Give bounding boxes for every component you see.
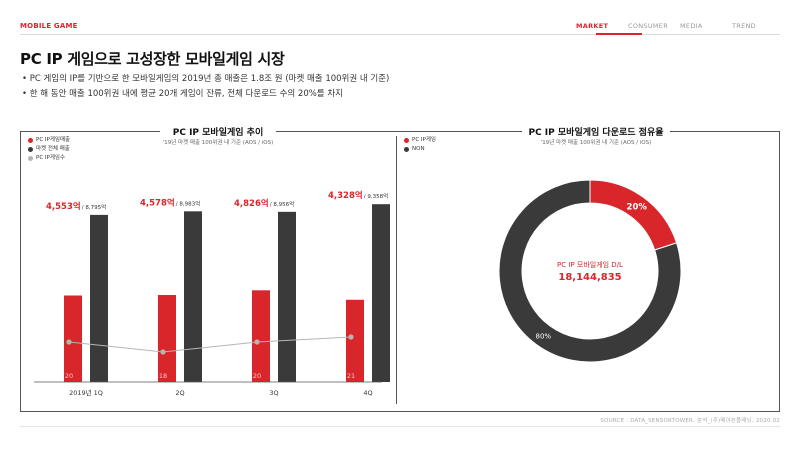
legend-swatch [404,147,409,152]
x-tick-label: 2Q [175,389,184,397]
data-label-pc-ip: 4,328억 [328,190,363,201]
data-label-game-count: 20 [253,372,261,380]
data-label-market: / 8,956억 [270,200,294,208]
footer-divider [20,426,780,427]
donut-chart: 20% 80% PC IP 모바일게임 D/L 18,144,835 [498,179,682,363]
bar-pc-ip-revenue [64,295,82,382]
legend-swatch [28,138,33,143]
nav-item-consumer[interactable]: CONSUMER [628,22,669,30]
legend-label: PC IP게임매출 [36,137,71,143]
bar-market-revenue [184,211,202,382]
donut-center-label: PC IP 모바일게임 D/L [557,260,623,269]
legend-item: PC IP게임매출 [28,136,70,145]
line-pc-ip-game-count [68,336,352,353]
data-label-market: / 8,983억 [176,199,200,207]
frame-top-line [20,131,160,132]
bar-chart: 4,553억 / 8,795억 2019년 1Q 4,578억 / 8,983억 2Q… [34,190,390,397]
legend-label: PC IP게임 [412,137,436,143]
data-label-market: / 9,358억 [364,192,388,200]
bar-market-revenue [372,204,390,382]
point-pc-ip-game-count [254,339,260,345]
slice-label: 20% [627,203,648,213]
legend-label: 마켓 전체 매출 [36,146,70,152]
legend-item: PC IP게임 [404,136,436,145]
nav-item-market[interactable]: MARKET [576,22,609,30]
slice-label: 80% [535,332,551,340]
active-nav-indicator [596,33,642,35]
frame-top-line [670,131,780,132]
x-tick-label: 4Q [363,389,372,397]
legend-label: NON [412,146,425,152]
legend-swatch [28,156,33,161]
pie-chart-subtitle: '19년 마켓 매출 100위권 내 기준 (AOS / iOS) [540,140,652,146]
bar-chart-legend: PC IP게임매출 마켓 전체 매출 PC IP게임수 [28,136,70,163]
pie-chart-title: PC IP 모바일게임 다운로드 점유율 [522,125,670,138]
data-label-market: / 8,795억 [82,203,106,211]
top-nav: MARKET CONSUMER MEDIA TREND [572,22,780,30]
legend-swatch [404,138,409,143]
top-bar: MOBILE GAME MARKET CONSUMER MEDIA TREND [20,22,780,36]
bar-market-revenue [278,211,296,382]
data-label-pc-ip: 4,578억 [140,197,175,208]
x-tick-label: 2019년 1Q [69,388,103,397]
nav-item-trend[interactable]: TREND [732,22,756,30]
donut-slice-non [498,179,682,363]
charts-frame [20,131,780,412]
summary-bullet: • PC 게임의 IP를 기반으로 한 모바일게임의 2019년 총 매출은 1… [22,74,390,84]
summary-bullet: • 한 해 동안 매출 100위권 내에 평균 20개 게임이 잔류, 전체 다… [22,89,343,99]
bar-pc-ip-revenue [252,290,270,382]
legend-item: NON [404,145,436,154]
page-title: PC IP 게임으로 고성장한 모바일게임 시장 [20,50,285,68]
bar-pc-ip-revenue [346,299,364,382]
legend-item: PC IP게임수 [28,154,70,163]
legend-label: PC IP게임수 [36,155,66,161]
point-pc-ip-game-count [348,334,354,340]
header-divider [20,34,780,35]
nav-item-media[interactable]: MEDIA [680,22,703,30]
source-note: SOURCE : DATA_SENSORTOWER, 분석_(주)메이븐플래닝,… [600,418,780,424]
bar-market-revenue [90,214,108,382]
point-pc-ip-game-count [160,349,166,355]
frame-top-line [276,131,522,132]
bar-chart-title: PC IP 모바일게임 추이 [160,125,276,138]
data-label-pc-ip: 4,553억 [46,201,81,212]
legend-swatch [28,147,33,152]
x-tick-label: 3Q [269,389,278,397]
panel-divider [396,136,397,404]
point-pc-ip-game-count [66,339,72,345]
donut-slice-pc-ip [589,179,678,251]
data-label-game-count: 18 [159,372,167,380]
pie-chart-legend: PC IP게임 NON [404,136,436,154]
bar-chart-subtitle: '19년 마켓 매출 100위권 내 기준 (AOS / iOS) [162,140,274,146]
data-label-game-count: 21 [347,372,355,380]
bar-pc-ip-revenue [158,295,176,382]
data-label-game-count: 20 [65,372,73,380]
legend-item: 마켓 전체 매출 [28,145,70,154]
donut-center-value: 18,144,835 [558,272,621,283]
summary-bullets: • PC 게임의 IP를 기반으로 한 모바일게임의 2019년 총 매출은 1… [22,72,389,102]
data-label-pc-ip: 4,826억 [234,198,269,209]
section-tag: MOBILE GAME [20,22,78,30]
